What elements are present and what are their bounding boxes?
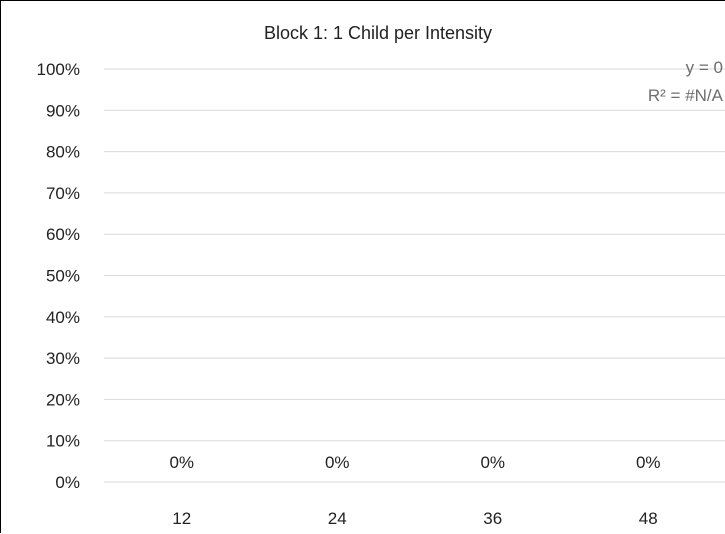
trendline-equation: y = 0 (686, 58, 723, 77)
y-tick-label: 40% (46, 308, 80, 327)
y-tick-label: 100% (37, 60, 80, 79)
x-axis-ticks: 12 24 36 48 (172, 509, 657, 528)
y-tick-label: 50% (46, 267, 80, 286)
data-label: 0% (325, 453, 350, 472)
chart-title: Block 1: 1 Child per Intensity (264, 23, 492, 43)
y-tick-label: 30% (46, 349, 80, 368)
data-label: 0% (636, 453, 661, 472)
y-tick-label: 0% (55, 473, 80, 492)
y-tick-label: 70% (46, 184, 80, 203)
x-tick-label: 36 (483, 509, 502, 528)
gridlines (104, 68, 725, 483)
x-tick-label: 48 (639, 509, 658, 528)
y-tick-label: 10% (46, 432, 80, 451)
data-label: 0% (169, 453, 194, 472)
x-tick-label: 24 (328, 509, 347, 528)
y-axis-ticks: 0% 10% 20% 30% 40% 50% 60% 70% 80% 90% 100% (37, 60, 80, 492)
y-tick-label: 20% (46, 390, 80, 409)
data-labels: 0% 0% 0% 0% (169, 453, 660, 472)
y-tick-label: 80% (46, 143, 80, 162)
x-tick-label: 12 (172, 509, 191, 528)
y-tick-label: 90% (46, 101, 80, 120)
trendline-r-squared: R² = #N/A (648, 86, 724, 105)
data-label: 0% (480, 453, 505, 472)
y-tick-label: 60% (46, 225, 80, 244)
